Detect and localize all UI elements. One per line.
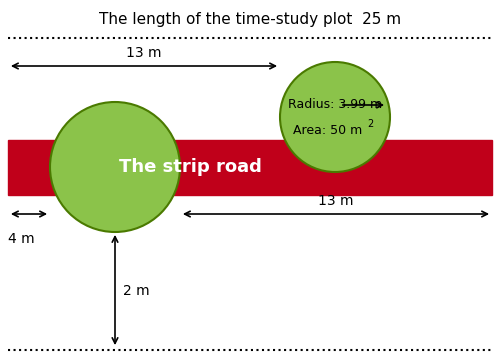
Text: Radius: 3.99 m: Radius: 3.99 m <box>288 98 382 111</box>
Text: 2 m: 2 m <box>123 284 150 298</box>
Text: The strip road: The strip road <box>118 159 262 177</box>
Circle shape <box>50 102 180 232</box>
Text: 13 m: 13 m <box>126 46 162 60</box>
Text: 4 m: 4 m <box>8 232 34 246</box>
Text: 2: 2 <box>367 119 373 129</box>
Text: Area: 50 m: Area: 50 m <box>294 125 366 138</box>
Bar <box>8 140 492 195</box>
Text: The length of the time-study plot  25 m: The length of the time-study plot 25 m <box>99 12 401 27</box>
Circle shape <box>280 62 390 172</box>
Text: 13 m: 13 m <box>318 194 354 208</box>
